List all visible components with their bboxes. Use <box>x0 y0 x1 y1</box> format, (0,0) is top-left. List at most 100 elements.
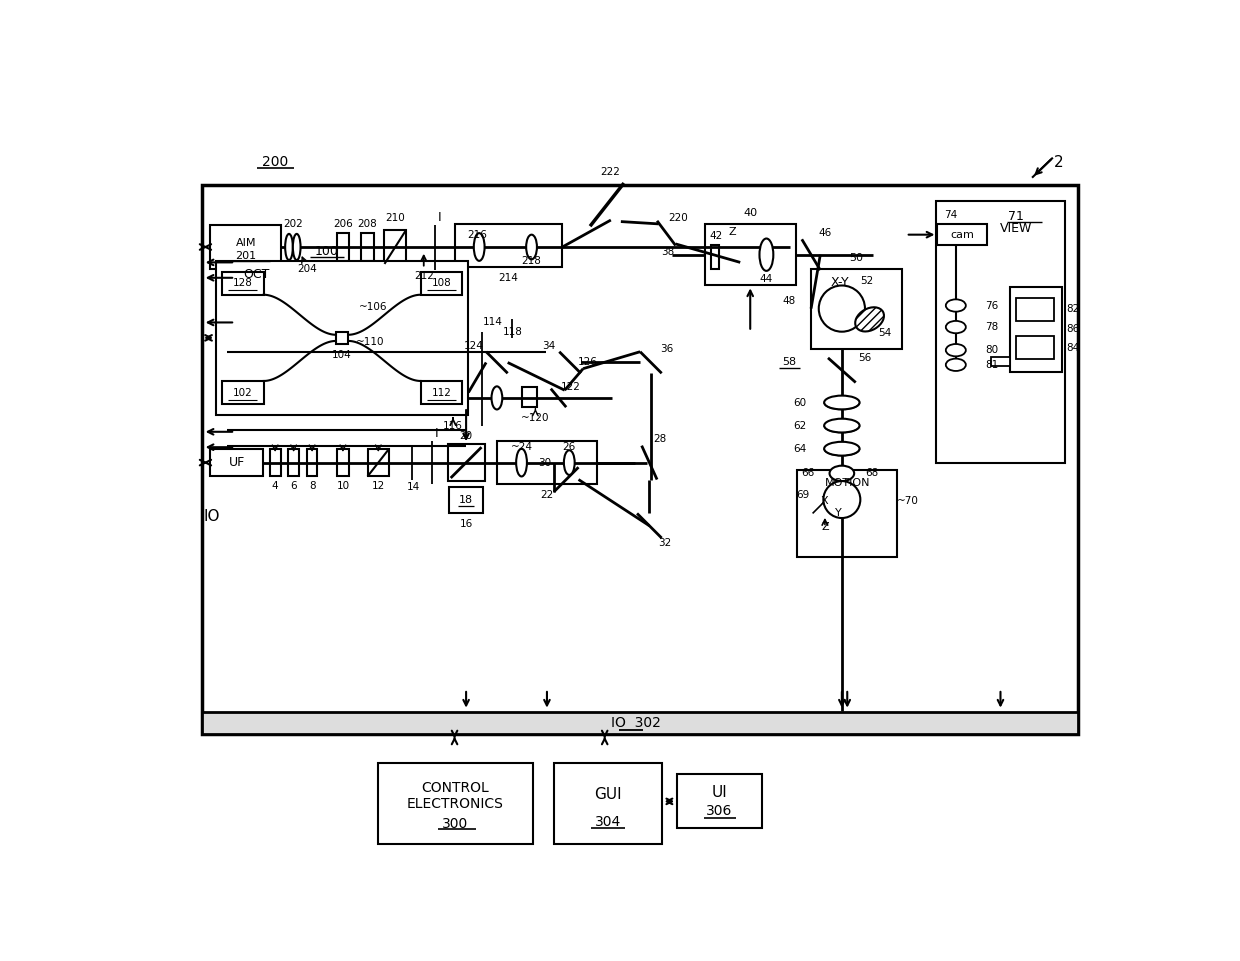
Bar <box>1016 298 1054 321</box>
Bar <box>497 441 596 484</box>
Ellipse shape <box>491 386 502 409</box>
Bar <box>384 230 405 264</box>
Text: ~106: ~106 <box>358 302 387 312</box>
Text: AIM: AIM <box>236 237 257 248</box>
Text: 28: 28 <box>653 434 667 445</box>
Bar <box>211 449 263 477</box>
Text: 118: 118 <box>502 327 522 336</box>
Text: VIEW: VIEW <box>999 222 1032 235</box>
Bar <box>797 470 898 556</box>
Circle shape <box>818 285 866 332</box>
Text: Z: Z <box>729 227 737 236</box>
Text: 116: 116 <box>443 421 463 431</box>
Bar <box>202 712 1079 733</box>
Bar <box>361 234 373 260</box>
Ellipse shape <box>856 308 884 332</box>
Text: ~110: ~110 <box>356 337 384 348</box>
Text: 34: 34 <box>542 340 556 351</box>
Bar <box>377 763 533 844</box>
Text: 44: 44 <box>760 274 773 284</box>
Text: 20: 20 <box>460 431 472 441</box>
Text: cam: cam <box>950 230 973 239</box>
Ellipse shape <box>946 358 966 371</box>
Bar <box>677 775 761 828</box>
Ellipse shape <box>526 234 537 259</box>
Text: 62: 62 <box>794 421 806 431</box>
Bar <box>991 357 1009 366</box>
Text: 69: 69 <box>796 490 810 500</box>
Text: 126: 126 <box>578 357 598 367</box>
Text: X-Y: X-Y <box>831 276 849 289</box>
Ellipse shape <box>825 396 859 409</box>
Text: I: I <box>438 211 441 224</box>
Text: 216: 216 <box>467 230 487 239</box>
Text: Z: Z <box>821 522 828 532</box>
Text: 102: 102 <box>233 387 253 398</box>
Text: 48: 48 <box>782 296 796 306</box>
Text: 80: 80 <box>985 345 998 356</box>
Text: I: I <box>434 427 438 440</box>
Text: 68: 68 <box>866 468 878 479</box>
Text: 100: 100 <box>315 245 339 259</box>
Text: 220: 220 <box>668 212 688 223</box>
Text: 222: 222 <box>600 167 620 177</box>
Text: GUI: GUI <box>594 787 621 802</box>
Bar <box>554 763 662 844</box>
Text: Y: Y <box>836 508 842 518</box>
Bar <box>936 201 1065 462</box>
Text: 201: 201 <box>236 251 257 260</box>
Bar <box>202 185 1079 733</box>
Text: 54: 54 <box>878 329 892 338</box>
Text: 30: 30 <box>538 457 552 468</box>
Text: CONTROL: CONTROL <box>422 781 490 796</box>
Text: 204: 204 <box>296 263 316 274</box>
Text: 46: 46 <box>818 228 832 238</box>
Text: ~24: ~24 <box>511 442 532 453</box>
Text: X: X <box>821 496 828 506</box>
Text: 108: 108 <box>432 278 451 288</box>
Ellipse shape <box>293 234 300 260</box>
Bar <box>1009 287 1063 372</box>
Text: 26: 26 <box>563 442 575 453</box>
Bar <box>306 449 317 477</box>
Ellipse shape <box>946 299 966 311</box>
Text: 114: 114 <box>484 317 503 328</box>
Text: 82: 82 <box>1066 305 1080 314</box>
Ellipse shape <box>474 234 485 260</box>
Bar <box>448 444 485 481</box>
Text: 200: 200 <box>262 156 288 169</box>
Text: 208: 208 <box>357 219 377 229</box>
Text: 74: 74 <box>945 209 957 220</box>
Text: ELECTRONICS: ELECTRONICS <box>407 797 503 811</box>
Text: IO: IO <box>203 509 221 524</box>
Text: 58: 58 <box>782 357 796 367</box>
Bar <box>337 234 350 260</box>
Text: 2: 2 <box>1054 155 1064 170</box>
Bar <box>270 449 280 477</box>
Text: 86: 86 <box>1066 325 1080 334</box>
Ellipse shape <box>516 449 527 477</box>
Text: 12: 12 <box>372 480 384 491</box>
Bar <box>937 224 987 245</box>
Text: ~120: ~120 <box>521 413 549 423</box>
Ellipse shape <box>825 442 859 456</box>
Bar <box>1016 336 1054 359</box>
Text: ~70: ~70 <box>898 496 919 506</box>
Text: 18: 18 <box>459 495 474 505</box>
Text: UI: UI <box>712 784 728 800</box>
Text: 36: 36 <box>660 344 673 354</box>
Text: 300: 300 <box>443 817 469 830</box>
Text: 104: 104 <box>332 350 352 359</box>
Bar <box>711 245 719 268</box>
Text: 212: 212 <box>414 271 434 282</box>
Ellipse shape <box>825 419 859 432</box>
Text: 22: 22 <box>541 490 553 500</box>
Text: 76: 76 <box>985 301 998 310</box>
Circle shape <box>823 481 861 518</box>
Bar <box>449 487 484 513</box>
Bar <box>222 272 264 295</box>
Bar <box>811 268 901 349</box>
Text: 14: 14 <box>407 482 420 492</box>
Text: 50: 50 <box>849 253 863 262</box>
Text: 122: 122 <box>560 382 580 392</box>
